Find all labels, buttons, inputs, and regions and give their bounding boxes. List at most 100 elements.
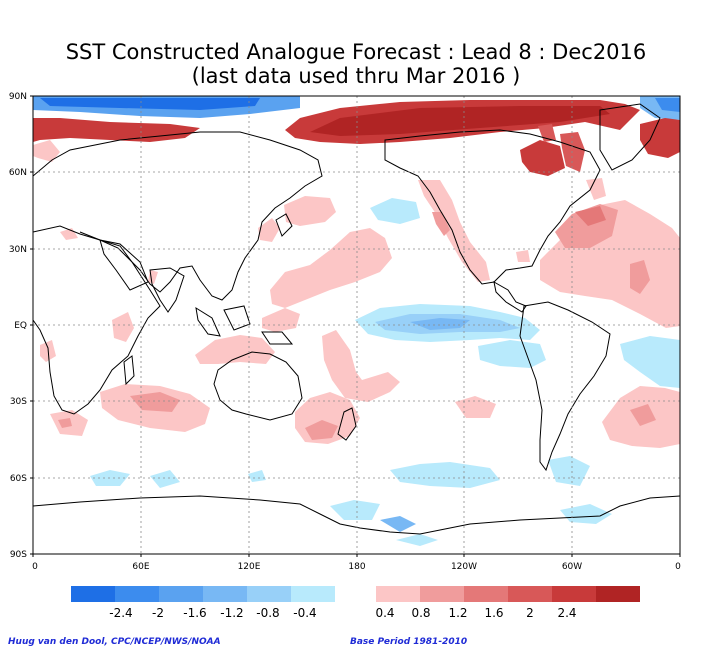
lon-label: 0: [32, 562, 38, 572]
lon-label: 180: [348, 562, 365, 572]
sumatra-outline: [195, 306, 221, 337]
equatorial-pacific-negative-center: [410, 318, 470, 330]
lon-label: 0: [675, 562, 681, 572]
legend-label: 2: [526, 606, 534, 620]
japan-outline: [275, 213, 293, 237]
tropical-atlantic-negative-anomaly: [620, 336, 680, 388]
legend-label: 1.6: [484, 606, 503, 620]
greenland-outline: [599, 103, 661, 171]
lat-label: 60S: [10, 474, 27, 484]
arctic-positive-anomaly-core: [310, 106, 610, 136]
indian-ocean-positive-anomaly: [112, 312, 134, 342]
central-south-pacific-positive-anomaly: [455, 396, 496, 418]
south-atlantic-positive-core: [630, 404, 656, 426]
axis-ticks: [30, 95, 681, 557]
south-indian-positive-core: [130, 392, 180, 412]
lat-label: 30N: [9, 245, 27, 255]
legend-label: 1.2: [448, 606, 467, 620]
southern-ocean-negative-anomaly-5: [330, 500, 380, 520]
northwest-pacific-positive-anomaly: [258, 218, 280, 242]
gulf-positive-anomaly: [516, 250, 530, 262]
arabia-outline: [99, 239, 149, 291]
lon-label: 60E: [132, 562, 149, 572]
legend-label: -1.2: [220, 606, 243, 620]
legend-swatch: [420, 586, 464, 602]
arctic-negative-anomaly-east-core: [655, 98, 680, 112]
southern-ocean-negative-anomaly-1: [90, 470, 130, 486]
legend-swatch: [115, 586, 159, 602]
lat-label: 30S: [10, 397, 27, 407]
north-pacific-negative-anomaly: [370, 198, 420, 224]
borneo-outline: [223, 305, 251, 331]
legend-swatch: [596, 586, 640, 602]
legend-label: -0.4: [293, 606, 316, 620]
madagascar-outline: [123, 355, 135, 386]
legend-swatch: [71, 586, 115, 602]
east-atlantic-positive-core: [630, 260, 650, 294]
legend-label: -0.8: [256, 606, 279, 620]
south-africa-positive-core: [58, 418, 72, 428]
lon-label: 120W: [451, 562, 477, 572]
northeast-pacific-positive-anomaly: [418, 180, 490, 282]
hudson-positive-anomaly-east: [560, 132, 585, 172]
labrador-positive-anomaly: [586, 178, 606, 200]
north-atlantic-positive-center: [575, 206, 606, 226]
new-zealand-outline: [337, 407, 357, 441]
legend-label: 0.8: [411, 606, 430, 620]
legend-swatch: [159, 586, 203, 602]
africa-outline: [33, 225, 161, 415]
legend-label: -2: [152, 606, 164, 620]
northeast-pacific-positive-core: [432, 212, 450, 236]
lat-labels: 90N 60N 30N EQ 30S 60S 90S: [9, 92, 27, 560]
legend-swatch: [464, 586, 508, 602]
legend-label: 0.4: [375, 606, 394, 620]
legend-swatch: [552, 586, 596, 602]
color-legend: -2.4 -2 -1.6 -1.2 -0.8 -0.4 0.4 0.8 1.2 …: [71, 586, 640, 620]
india-outline: [149, 267, 185, 313]
weddell-negative-anomaly-2: [560, 504, 612, 524]
positive-swatches: [376, 586, 640, 602]
map-subtitle: (last data used thru Mar 2016 ): [191, 64, 521, 88]
south-pacific-positive-anomaly: [322, 330, 400, 402]
caspian-positive-anomaly: [33, 140, 60, 162]
credit-base-period: Base Period 1981-2010: [350, 637, 468, 647]
lon-label: 60W: [562, 562, 582, 572]
legend-swatch: [291, 586, 335, 602]
lon-labels: 0 60E 120E 180 120W 60W 0: [32, 562, 681, 572]
north-america-outline: [384, 129, 601, 285]
legend-swatch: [376, 586, 420, 602]
legend-swatch: [508, 586, 552, 602]
lon-label: 120E: [238, 562, 261, 572]
credit-author: Huug van den Dool, CPC/NCEP/NWS/NOAA: [8, 637, 221, 647]
west-pacific-positive-anomaly: [262, 308, 300, 332]
barents-positive-anomaly: [640, 118, 680, 158]
ross-negative-anomaly: [396, 534, 438, 546]
lat-label: 90N: [9, 92, 27, 102]
lat-label: 90S: [10, 550, 27, 560]
legend-swatch: [203, 586, 247, 602]
new-guinea-outline: [261, 331, 294, 345]
anomaly-shading: [33, 96, 680, 546]
antarctica-outline: [33, 495, 680, 535]
legend-labels: -2.4 -2 -1.6 -1.2 -0.8 -0.4 0.4 0.8 1.2 …: [109, 606, 576, 620]
south-pacific-positive-core: [305, 420, 338, 440]
southern-ocean-negative-anomaly-6: [380, 516, 416, 532]
southern-ocean-negative-anomaly-3: [248, 470, 266, 482]
south-america-outline: [519, 301, 611, 472]
legend-label: -1.6: [183, 606, 206, 620]
continent-outlines: [33, 103, 680, 535]
graticule: [33, 96, 680, 554]
legend-label: 2.4: [557, 606, 576, 620]
legend-swatch: [247, 586, 291, 602]
australia-outline: [213, 351, 303, 421]
lat-label: EQ: [14, 321, 27, 331]
southern-ocean-negative-anomaly-2: [150, 470, 180, 488]
north-pacific-positive-anomaly: [270, 228, 392, 308]
lat-label: 60N: [9, 168, 27, 178]
weddell-negative-anomaly: [548, 456, 590, 486]
southern-ocean-negative-anomaly-4: [390, 462, 500, 488]
map-title: SST Constructed Analogue Forecast : Lead…: [65, 40, 647, 64]
arctic-negative-anomaly-core: [40, 98, 260, 110]
negative-swatches: [71, 586, 335, 602]
